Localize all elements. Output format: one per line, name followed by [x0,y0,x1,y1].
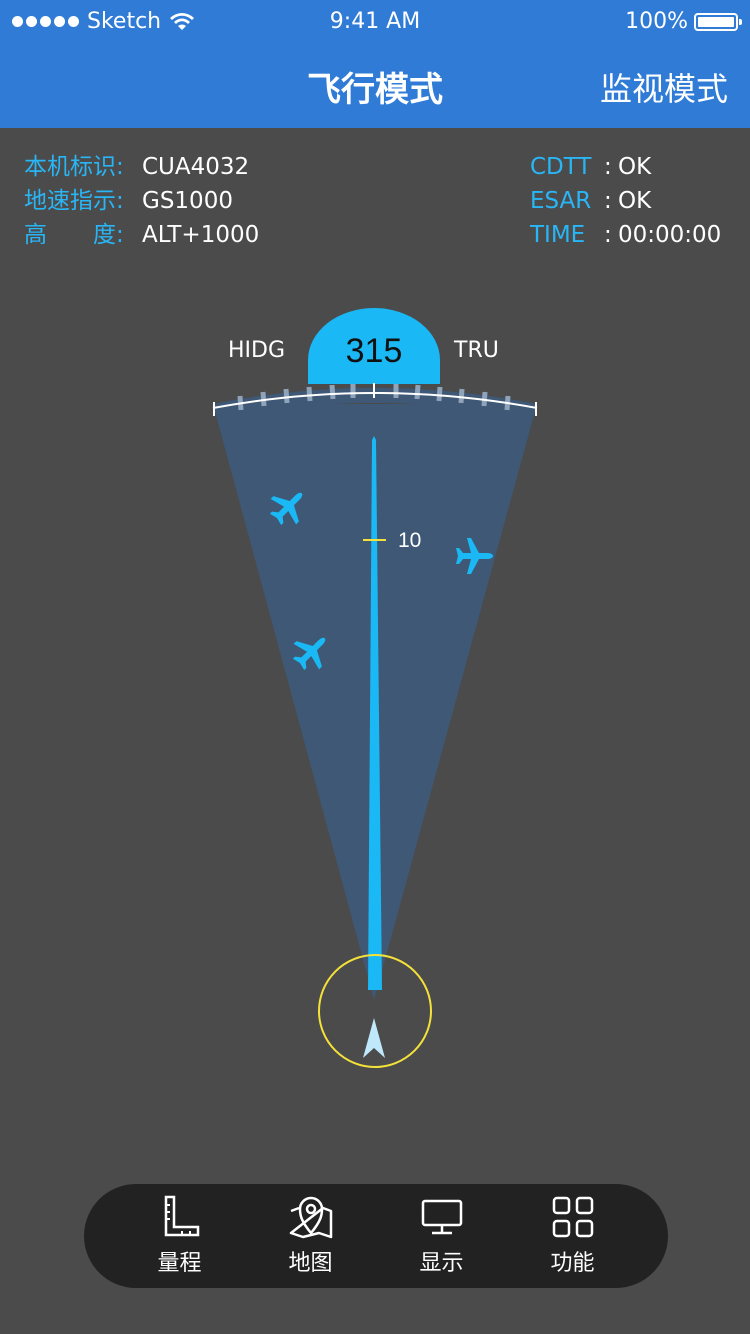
nav-display-button[interactable]: 显示 [392,1195,492,1277]
range-mark-label: 10 [398,529,421,552]
aircraft-icon[interactable] [286,626,338,678]
map-icon [289,1196,332,1239]
info-value: 00:00:00 [618,222,722,248]
info-row-speed: 地速指示: GS1000 [24,184,259,218]
info-row-altitude: 高 度: ALT+1000 [24,218,259,252]
info-value: OK [618,188,652,214]
info-label: TIME [530,222,586,248]
status-left: Sketch [12,9,195,34]
nav-label: 地图 [288,1251,333,1276]
page-title: 飞行模式 [307,70,443,110]
info-value: GS1000 [142,188,233,214]
grid-icon [552,1196,593,1238]
aircraft-icon[interactable] [263,481,315,533]
flight-info-right: CDTT : OK ESAR : OK TIME : 00:00:00 [530,150,721,252]
compass-band [213,388,537,418]
nav-function-button[interactable]: 功能 [523,1195,623,1277]
wifi-icon [170,12,195,30]
status-time: 9:41 AM [329,9,421,34]
ownship-arrow-icon [363,1018,385,1058]
hidg-label: HIDG [228,338,286,363]
flight-info-left: 本机标识: CUA4032 地速指示: GS1000 高 度: ALT+1000 [24,150,259,252]
radar-display: 315 10 [212,308,538,1068]
info-row-id: 本机标识: CUA4032 [24,150,259,184]
info-label: CDTT [530,154,592,180]
info-separator: : [604,222,612,248]
info-value: ALT+1000 [142,222,260,248]
info-label: 本机标识: [24,154,124,180]
heading-value: 315 [346,332,403,370]
info-row-cdtt: CDTT : OK [530,150,721,184]
info-row-time: TIME : 00:00:00 [530,218,721,252]
info-value: CUA4032 [142,154,250,180]
nav-range-button[interactable]: 量程 [130,1195,230,1277]
nav-label: 量程 [157,1251,202,1276]
bottom-nav: 量程 地图 显示 功能 [84,1184,668,1288]
signal-icon [12,16,79,27]
info-label: ESAR [530,188,592,214]
nav-map-button[interactable]: 地图 [261,1195,361,1277]
info-label: 地速指示: [24,188,124,214]
info-value: OK [618,154,652,180]
monitor-mode-button[interactable]: 监视模式 [599,70,728,108]
heading-box [308,308,440,384]
ruler-icon [164,1195,199,1237]
nav-label: 显示 [419,1251,464,1276]
battery-icon [694,12,742,31]
tru-label: TRU [454,338,499,363]
info-row-esar: ESAR : OK [530,184,721,218]
monitor-icon [421,1199,462,1235]
info-separator: : [604,154,612,180]
info-label: 高 度: [24,222,124,248]
info-separator: : [604,188,612,214]
aircraft-icon[interactable] [456,538,493,574]
status-right: 100% [625,9,742,34]
carrier-label: Sketch [87,9,162,34]
top-bar: Sketch 9:41 AM 100% 飞行模式 监视模式 [0,0,750,128]
nav-label: 功能 [550,1251,595,1276]
heading-needle [368,436,382,990]
ownship-ring [318,954,432,1068]
status-bar: Sketch 9:41 AM 100% [0,0,750,44]
battery-percent: 100% [625,9,688,34]
